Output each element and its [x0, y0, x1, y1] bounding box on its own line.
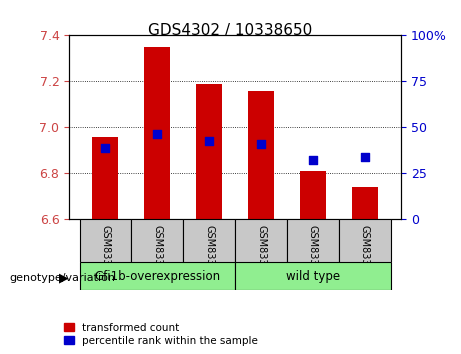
FancyBboxPatch shape	[287, 219, 339, 262]
Bar	[196, 84, 222, 219]
Text: GSM833182: GSM833182	[204, 224, 214, 284]
Text: Gfi1b-overexpression: Gfi1b-overexpression	[94, 270, 220, 282]
FancyBboxPatch shape	[183, 219, 235, 262]
FancyBboxPatch shape	[131, 219, 183, 262]
Point	[361, 154, 368, 160]
Text: GDS4302 / 10338650: GDS4302 / 10338650	[148, 23, 313, 38]
FancyBboxPatch shape	[339, 219, 391, 262]
Bar	[93, 137, 118, 219]
Bar	[352, 187, 378, 219]
Text: GSM833181: GSM833181	[360, 224, 370, 284]
Point	[257, 141, 265, 147]
Point	[102, 145, 109, 151]
Text: GSM833178: GSM833178	[100, 224, 111, 284]
FancyBboxPatch shape	[79, 262, 235, 290]
FancyBboxPatch shape	[235, 262, 391, 290]
FancyBboxPatch shape	[235, 219, 287, 262]
Text: GSM833180: GSM833180	[152, 224, 162, 284]
Bar	[248, 91, 274, 219]
Legend: transformed count, percentile rank within the sample: transformed count, percentile rank withi…	[60, 319, 261, 349]
Point	[154, 132, 161, 137]
Text: ▶: ▶	[59, 272, 68, 284]
Text: wild type: wild type	[286, 270, 340, 282]
FancyBboxPatch shape	[79, 219, 131, 262]
Point	[309, 157, 317, 162]
Text: GSM833177: GSM833177	[256, 224, 266, 284]
Text: genotype/variation: genotype/variation	[9, 273, 115, 283]
Bar	[144, 47, 170, 219]
Text: GSM833179: GSM833179	[308, 224, 318, 284]
Point	[206, 138, 213, 144]
Bar	[300, 171, 326, 219]
